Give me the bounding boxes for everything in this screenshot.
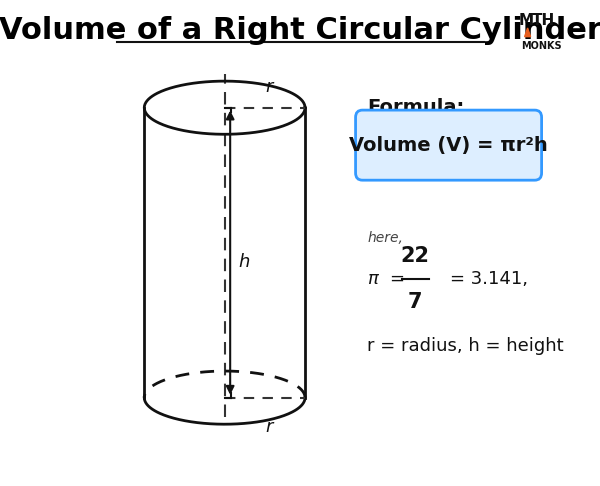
Text: r: r	[265, 78, 272, 96]
Text: MONKS: MONKS	[521, 41, 562, 52]
Text: r: r	[265, 418, 272, 436]
Text: TH: TH	[532, 14, 555, 29]
Text: = 3.141,: = 3.141,	[450, 270, 528, 288]
Text: here,: here,	[367, 231, 403, 245]
Polygon shape	[524, 28, 530, 36]
Text: $\pi$  =: $\pi$ =	[367, 270, 404, 288]
Text: h: h	[238, 253, 250, 271]
Text: Volume (V) = πr²h: Volume (V) = πr²h	[349, 136, 548, 155]
Text: 7: 7	[408, 293, 422, 312]
FancyBboxPatch shape	[356, 110, 542, 180]
Text: M: M	[518, 14, 534, 29]
Text: Formula:: Formula:	[367, 98, 464, 117]
Text: 22: 22	[401, 246, 430, 266]
Text: Volume of a Right Circular Cylinder: Volume of a Right Circular Cylinder	[0, 16, 600, 45]
Text: r = radius, h = height: r = radius, h = height	[367, 337, 563, 355]
